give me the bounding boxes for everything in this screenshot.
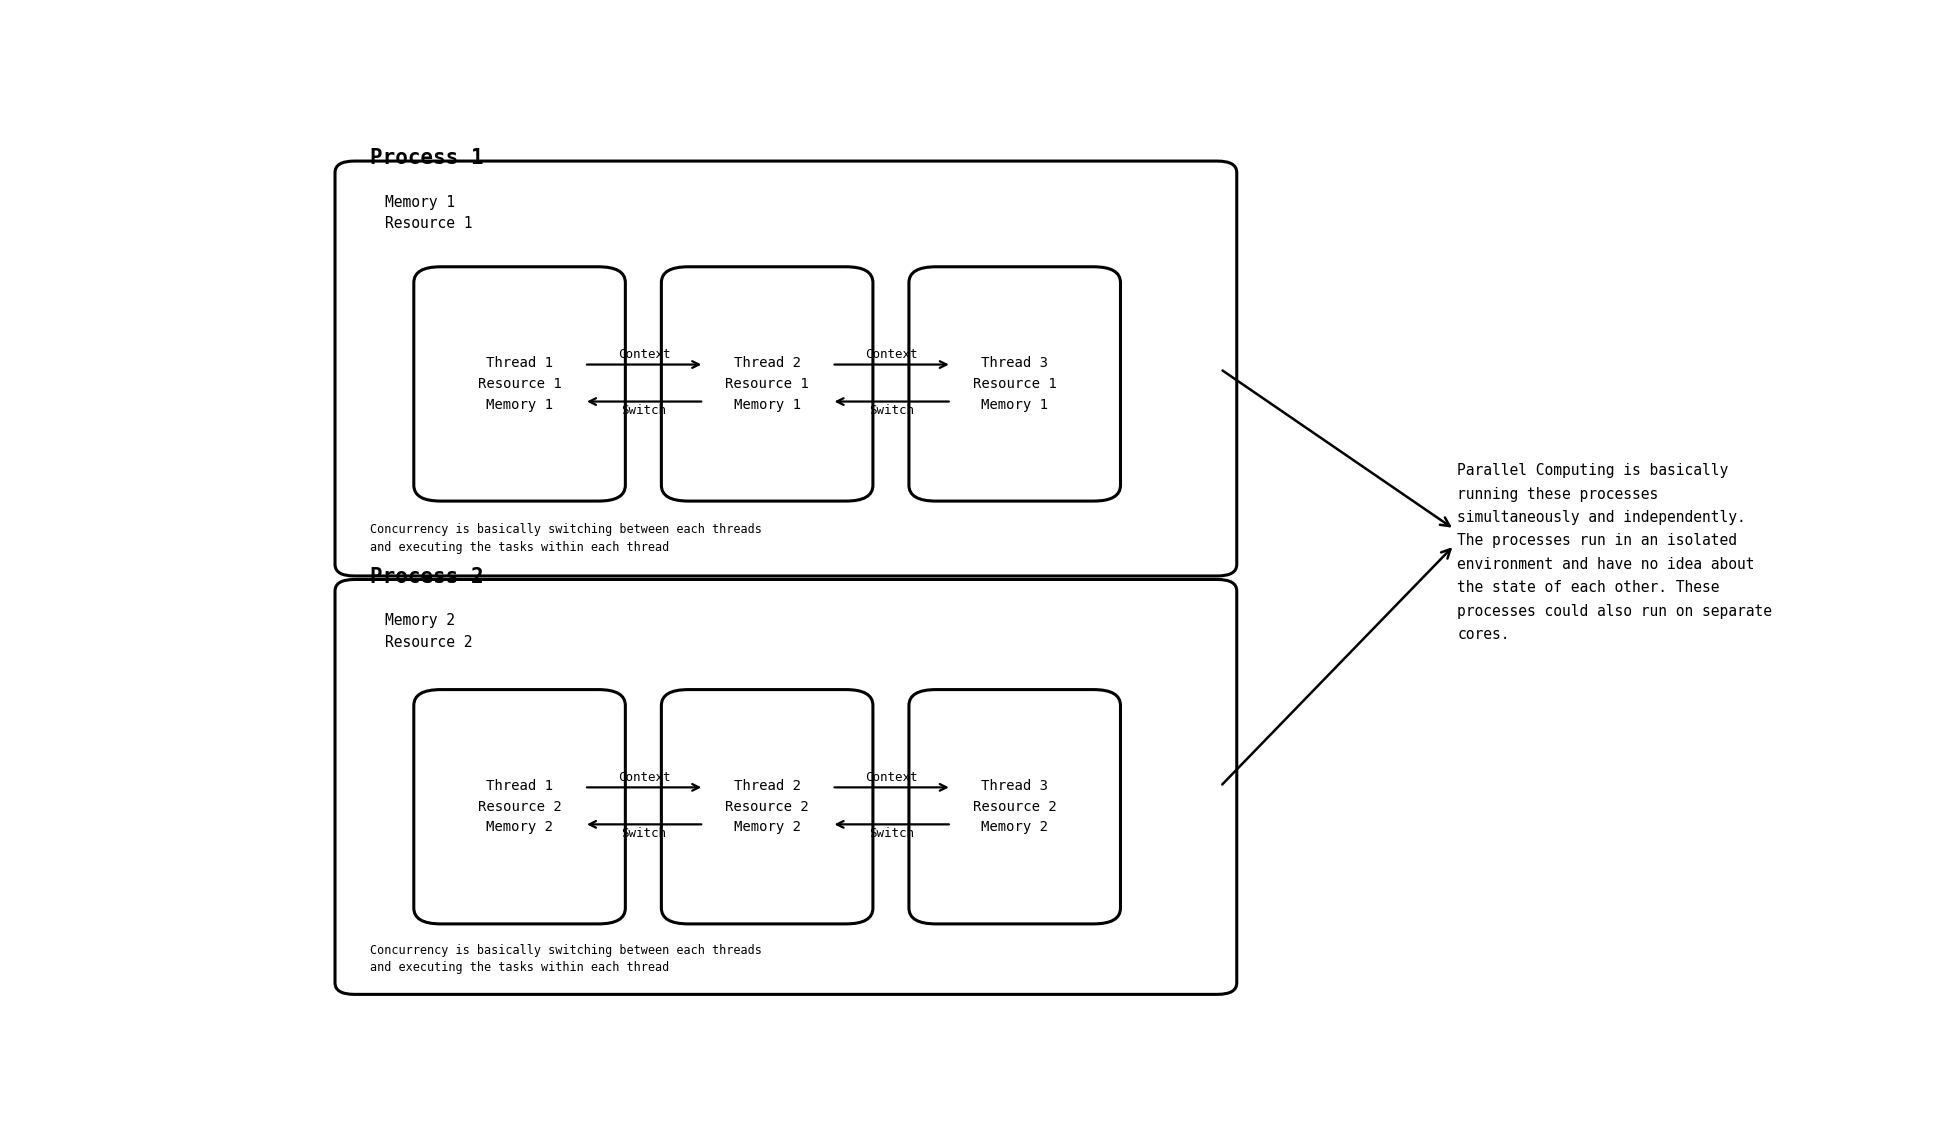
- Text: Concurrency is basically switching between each threads
and executing the tasks : Concurrency is basically switching betwe…: [370, 524, 761, 554]
- Text: Thread 3
Resource 2
Memory 2: Thread 3 Resource 2 Memory 2: [972, 779, 1057, 834]
- Text: Thread 3
Resource 1
Memory 1: Thread 3 Resource 1 Memory 1: [972, 356, 1057, 412]
- Text: Memory 1
Resource 1: Memory 1 Resource 1: [385, 194, 472, 231]
- FancyBboxPatch shape: [908, 267, 1121, 501]
- FancyBboxPatch shape: [414, 267, 625, 501]
- Text: Switch: Switch: [869, 404, 914, 416]
- Text: Process 1: Process 1: [370, 148, 484, 168]
- Text: Thread 2
Resource 2
Memory 2: Thread 2 Resource 2 Memory 2: [726, 779, 809, 834]
- Text: Switch: Switch: [621, 827, 666, 840]
- Text: Thread 2
Resource 1
Memory 1: Thread 2 Resource 1 Memory 1: [726, 356, 809, 412]
- Text: Switch: Switch: [869, 827, 914, 840]
- Text: Switch: Switch: [621, 404, 666, 416]
- Text: Thread 1
Resource 1
Memory 1: Thread 1 Resource 1 Memory 1: [478, 356, 561, 412]
- Text: Parallel Computing is basically
running these processes
simultaneously and indep: Parallel Computing is basically running …: [1458, 463, 1771, 642]
- FancyBboxPatch shape: [414, 690, 625, 924]
- Text: Context: Context: [865, 349, 918, 362]
- Text: Thread 1
Resource 2
Memory 2: Thread 1 Resource 2 Memory 2: [478, 779, 561, 834]
- FancyBboxPatch shape: [335, 580, 1237, 994]
- FancyBboxPatch shape: [335, 161, 1237, 575]
- Text: Context: Context: [618, 349, 670, 362]
- Text: Concurrency is basically switching between each threads
and executing the tasks : Concurrency is basically switching betwe…: [370, 944, 761, 975]
- FancyBboxPatch shape: [908, 690, 1121, 924]
- Text: Memory 2
Resource 2: Memory 2 Resource 2: [385, 613, 472, 650]
- FancyBboxPatch shape: [662, 690, 873, 924]
- Text: Process 2: Process 2: [370, 566, 484, 587]
- Text: Context: Context: [618, 771, 670, 784]
- Text: Context: Context: [865, 771, 918, 784]
- FancyBboxPatch shape: [662, 267, 873, 501]
